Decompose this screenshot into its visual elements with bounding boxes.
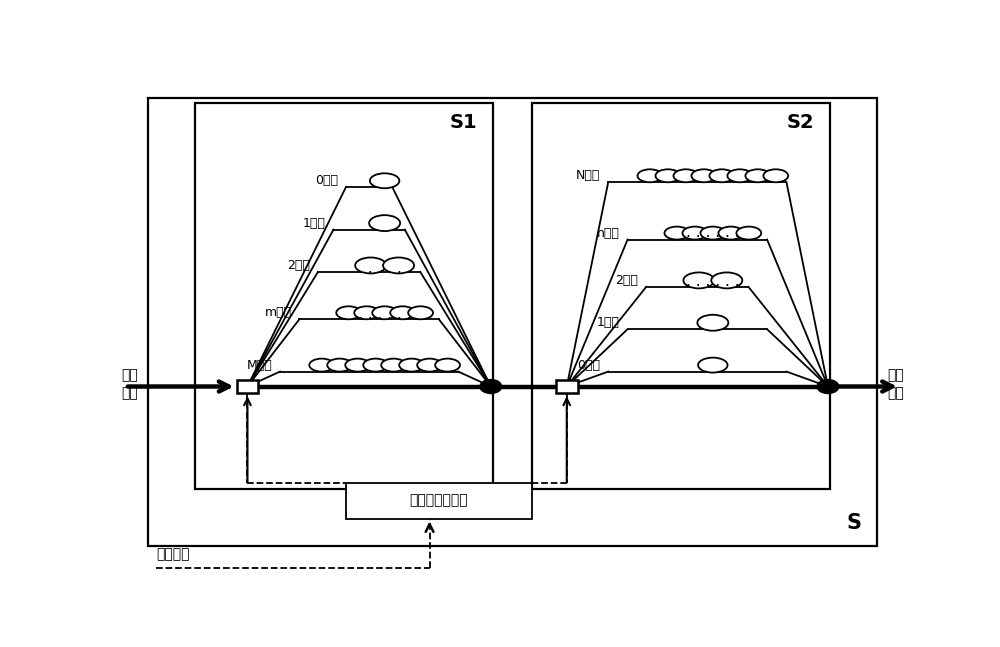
Text: 光开关控制模块: 光开关控制模块 [410, 494, 468, 508]
Text: N时延: N时延 [576, 170, 600, 182]
Ellipse shape [709, 170, 734, 182]
Text: 0时延: 0时延 [577, 358, 600, 371]
Ellipse shape [399, 358, 424, 371]
Bar [532, 103, 830, 488]
Ellipse shape [309, 358, 334, 371]
Ellipse shape [381, 358, 406, 371]
Ellipse shape [370, 173, 399, 188]
Text: 数据
输入: 数据 输入 [121, 368, 138, 400]
Ellipse shape [736, 226, 761, 239]
Bar [195, 103, 493, 488]
Text: n时延: n时延 [597, 226, 620, 239]
Text: S1: S1 [450, 113, 478, 131]
Ellipse shape [711, 272, 742, 289]
Text: 数据
输出: 数据 输出 [887, 368, 904, 400]
Bar [346, 483, 532, 518]
Circle shape [817, 380, 839, 393]
Text: · · · · · ·: · · · · · · [358, 266, 411, 281]
Ellipse shape [327, 358, 352, 371]
Ellipse shape [383, 258, 414, 274]
Ellipse shape [390, 306, 415, 319]
Text: · · · · · ·: · · · · · · [686, 279, 740, 294]
Text: 2时延: 2时延 [287, 259, 310, 272]
Ellipse shape [417, 358, 442, 371]
Ellipse shape [355, 258, 386, 274]
Ellipse shape [700, 226, 725, 239]
Ellipse shape [408, 306, 433, 319]
Text: 1时延: 1时延 [303, 217, 326, 230]
Text: · · · · · ·: · · · · · · [358, 313, 411, 327]
Ellipse shape [763, 170, 788, 182]
Text: M时延: M时延 [246, 358, 272, 371]
Ellipse shape [664, 226, 689, 239]
Ellipse shape [435, 358, 460, 371]
Ellipse shape [363, 358, 388, 371]
Text: · · · · · ·: · · · · · · [686, 230, 740, 245]
Ellipse shape [698, 358, 728, 373]
Text: 1时延: 1时延 [597, 316, 620, 329]
Text: S: S [846, 514, 861, 534]
Text: 0时延: 0时延 [315, 174, 338, 187]
Ellipse shape [727, 170, 752, 182]
Circle shape [480, 380, 502, 393]
Ellipse shape [682, 226, 707, 239]
Ellipse shape [354, 306, 379, 319]
Text: S2: S2 [787, 113, 815, 131]
Ellipse shape [697, 315, 728, 331]
Bar [237, 380, 258, 393]
Ellipse shape [691, 170, 716, 182]
Ellipse shape [745, 170, 770, 182]
Ellipse shape [345, 358, 370, 371]
Ellipse shape [638, 170, 662, 182]
Ellipse shape [369, 215, 400, 231]
Ellipse shape [655, 170, 680, 182]
Text: 2时延: 2时延 [616, 274, 638, 287]
Bar [556, 380, 578, 393]
Text: m时延: m时延 [264, 306, 292, 319]
Ellipse shape [683, 272, 714, 289]
Ellipse shape [718, 226, 743, 239]
Ellipse shape [673, 170, 698, 182]
Ellipse shape [372, 306, 397, 319]
Text: 控制输入: 控制输入 [156, 547, 190, 561]
Ellipse shape [336, 306, 361, 319]
